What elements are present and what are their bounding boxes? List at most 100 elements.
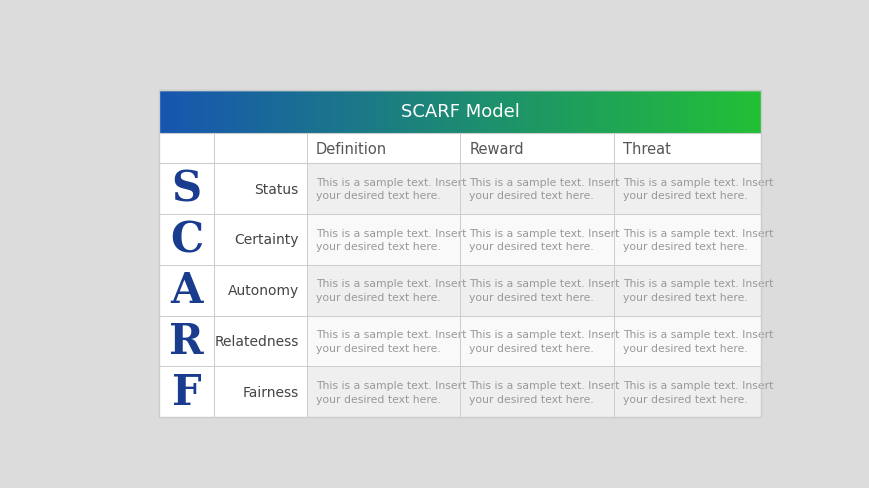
- Bar: [297, 90, 300, 134]
- Bar: [394, 90, 395, 134]
- Bar: [554, 90, 556, 134]
- Bar: [731, 90, 733, 134]
- Bar: [307, 316, 460, 366]
- Bar: [159, 164, 213, 215]
- Bar: [163, 90, 165, 134]
- Bar: [556, 90, 558, 134]
- Bar: [494, 90, 496, 134]
- Bar: [702, 90, 705, 134]
- Bar: [193, 90, 196, 134]
- Bar: [693, 90, 694, 134]
- Bar: [460, 265, 614, 316]
- Bar: [500, 90, 502, 134]
- Bar: [745, 90, 746, 134]
- Bar: [255, 90, 257, 134]
- Bar: [580, 90, 582, 134]
- Bar: [716, 90, 719, 134]
- Bar: [540, 90, 542, 134]
- Bar: [307, 366, 460, 417]
- Text: This is a sample text. Insert
your desired text here.: This is a sample text. Insert your desir…: [468, 228, 619, 252]
- Bar: [187, 90, 189, 134]
- Bar: [409, 90, 412, 134]
- Bar: [711, 90, 713, 134]
- Bar: [458, 90, 460, 134]
- Bar: [640, 90, 642, 134]
- Bar: [203, 90, 205, 134]
- Bar: [430, 90, 432, 134]
- Bar: [464, 90, 466, 134]
- Text: Definition: Definition: [315, 141, 387, 156]
- Bar: [512, 90, 514, 134]
- Bar: [688, 90, 690, 134]
- Bar: [570, 90, 572, 134]
- Bar: [424, 90, 426, 134]
- Bar: [460, 366, 614, 417]
- Bar: [329, 90, 332, 134]
- Bar: [235, 90, 237, 134]
- Bar: [328, 90, 329, 134]
- Bar: [358, 90, 360, 134]
- Bar: [191, 90, 193, 134]
- Text: Autonomy: Autonomy: [227, 284, 298, 298]
- Bar: [708, 90, 711, 134]
- Bar: [326, 90, 328, 134]
- Bar: [263, 90, 265, 134]
- Bar: [636, 90, 638, 134]
- Text: This is a sample text. Insert
your desired text here.: This is a sample text. Insert your desir…: [622, 329, 773, 353]
- Bar: [656, 90, 659, 134]
- Bar: [277, 90, 280, 134]
- Bar: [676, 90, 679, 134]
- Bar: [608, 90, 610, 134]
- Text: Certainty: Certainty: [234, 233, 298, 247]
- Bar: [504, 90, 506, 134]
- Bar: [685, 90, 687, 134]
- Bar: [576, 90, 578, 134]
- Text: This is a sample text. Insert
your desired text here.: This is a sample text. Insert your desir…: [468, 279, 619, 303]
- Bar: [295, 90, 297, 134]
- Bar: [650, 90, 653, 134]
- Bar: [502, 90, 504, 134]
- Bar: [383, 90, 386, 134]
- Bar: [418, 90, 420, 134]
- Bar: [722, 90, 725, 134]
- Bar: [314, 90, 315, 134]
- Bar: [610, 90, 612, 134]
- Text: This is a sample text. Insert
your desired text here.: This is a sample text. Insert your desir…: [315, 177, 466, 201]
- Bar: [566, 90, 568, 134]
- Bar: [444, 90, 446, 134]
- Bar: [516, 90, 518, 134]
- Bar: [202, 90, 203, 134]
- Bar: [239, 90, 242, 134]
- Bar: [450, 90, 452, 134]
- Bar: [223, 90, 225, 134]
- Text: Relatedness: Relatedness: [214, 334, 298, 348]
- Bar: [508, 90, 510, 134]
- Bar: [654, 90, 656, 134]
- Bar: [667, 90, 668, 134]
- Bar: [197, 90, 199, 134]
- Bar: [594, 90, 596, 134]
- Bar: [476, 90, 478, 134]
- Bar: [219, 90, 222, 134]
- Bar: [496, 90, 498, 134]
- Bar: [705, 90, 706, 134]
- Bar: [216, 90, 217, 134]
- Bar: [440, 90, 441, 134]
- Bar: [265, 90, 268, 134]
- Bar: [647, 90, 648, 134]
- Bar: [173, 90, 176, 134]
- Bar: [739, 90, 740, 134]
- Bar: [159, 316, 213, 366]
- Bar: [346, 90, 348, 134]
- Bar: [482, 90, 484, 134]
- Bar: [189, 90, 191, 134]
- Bar: [558, 90, 561, 134]
- Bar: [375, 90, 378, 134]
- Bar: [275, 90, 277, 134]
- Bar: [492, 90, 494, 134]
- Bar: [596, 90, 598, 134]
- Bar: [432, 90, 434, 134]
- Bar: [294, 90, 295, 134]
- Bar: [225, 90, 228, 134]
- Text: This is a sample text. Insert
your desired text here.: This is a sample text. Insert your desir…: [468, 177, 619, 201]
